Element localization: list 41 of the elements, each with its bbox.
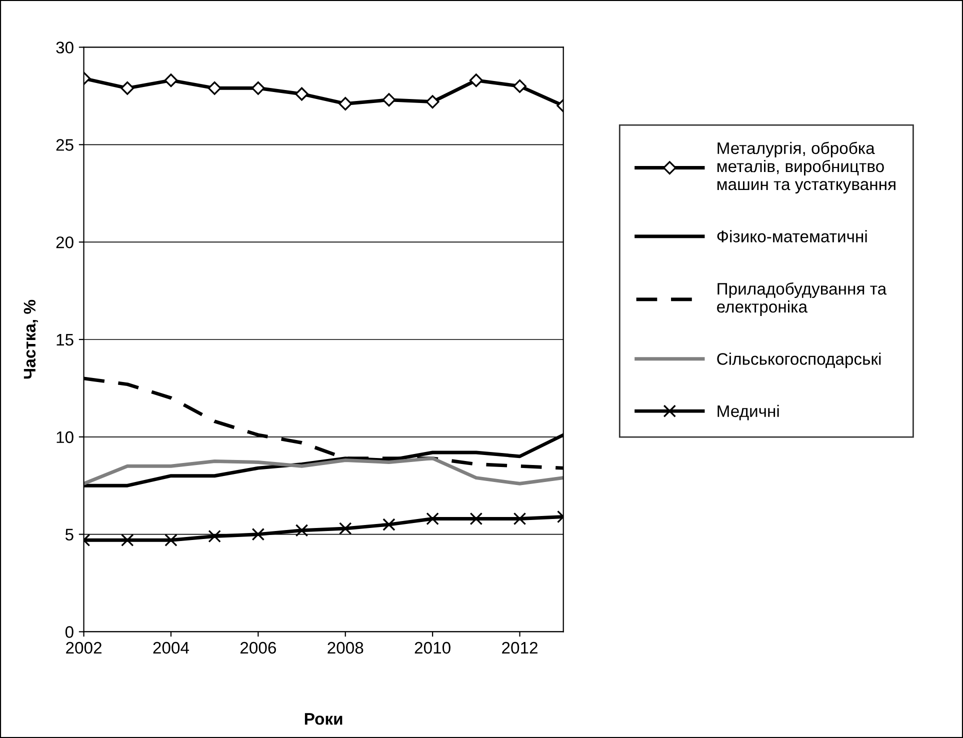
- x-tick-label: 2010: [414, 642, 450, 654]
- point: [338, 522, 352, 535]
- x-tick-label: 2006: [240, 642, 276, 654]
- point: [426, 95, 440, 109]
- point: [208, 530, 221, 543]
- x-tick-label: 2004: [153, 642, 190, 654]
- legend-label: Приладобудування та електроніка: [717, 282, 887, 316]
- y-tick-label: 5: [65, 528, 74, 541]
- point: [295, 87, 308, 101]
- point: [252, 528, 265, 541]
- y-tick-label: 20: [56, 236, 74, 248]
- point: [382, 518, 396, 531]
- point: [120, 81, 134, 95]
- point: [469, 74, 483, 88]
- x-tick-label: 2012: [502, 642, 538, 654]
- legend-label: Фізико-математичні: [717, 230, 867, 242]
- point: [295, 524, 308, 537]
- point: [164, 74, 178, 88]
- x-axis-title: Роки: [304, 713, 342, 725]
- line-series: [84, 456, 564, 486]
- y-tick-label: 10: [56, 431, 74, 444]
- point: [382, 93, 396, 107]
- point: [164, 534, 178, 547]
- legend-label: Медичні: [718, 404, 779, 420]
- point: [513, 79, 526, 93]
- x-tick-label: 2002: [66, 642, 102, 654]
- point: [120, 534, 134, 547]
- point: [470, 512, 483, 526]
- point: [426, 512, 439, 526]
- y-tick-label: 25: [56, 139, 74, 151]
- y-tick-label: 0: [65, 626, 74, 638]
- point: [208, 81, 222, 95]
- point: [251, 81, 265, 95]
- point: [513, 512, 526, 526]
- point: [338, 97, 352, 110]
- y-tick-label: 15: [56, 334, 74, 346]
- y-axis-title: Частка, %: [24, 300, 38, 379]
- x-tick-label: 2008: [328, 642, 364, 654]
- legend-label: Металургія, обробка металів, виробництво машин та устаткування: [717, 142, 896, 194]
- legend-label: Сільськогосподарські: [717, 352, 881, 368]
- y-tick-label: 30: [56, 42, 74, 54]
